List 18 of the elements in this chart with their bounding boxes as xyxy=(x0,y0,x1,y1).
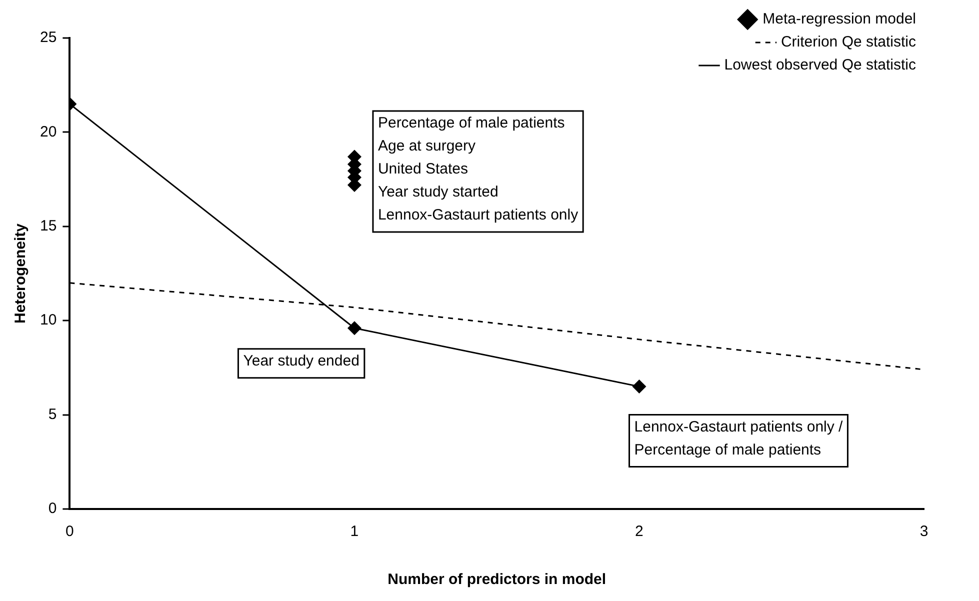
legend-label: Meta-regression model xyxy=(762,10,916,28)
annotation: Lennox-Gastaurt patients only / Percentage of male patients xyxy=(634,418,844,458)
y-tick-label: 0 xyxy=(48,500,57,518)
legend-label: Criterion Qe statistic xyxy=(780,34,916,51)
x-tick-label: 1 xyxy=(350,523,359,540)
y-tick-label: 15 xyxy=(40,218,57,235)
y-tick-label: 20 xyxy=(40,123,57,140)
x-tick-label: 2 xyxy=(635,523,644,540)
x-tick-label: 3 xyxy=(920,523,928,540)
x-axis-title: Number of predictors in model xyxy=(388,571,606,588)
x-tick-label: 0 xyxy=(66,523,74,540)
y-tick-label: 25 xyxy=(40,29,57,46)
y-axis-title: Heterogeneity xyxy=(12,222,30,324)
legend-label: Lowest observed Qe statistic xyxy=(724,56,916,74)
y-tick-label: 10 xyxy=(40,312,57,329)
annotation: Percentage of male patients Age at surgery United States Year study started Lennox-Gastaurt patients only xyxy=(378,114,579,224)
y-tick-label: 5 xyxy=(48,406,57,423)
annotation: Year study ended xyxy=(243,352,360,370)
